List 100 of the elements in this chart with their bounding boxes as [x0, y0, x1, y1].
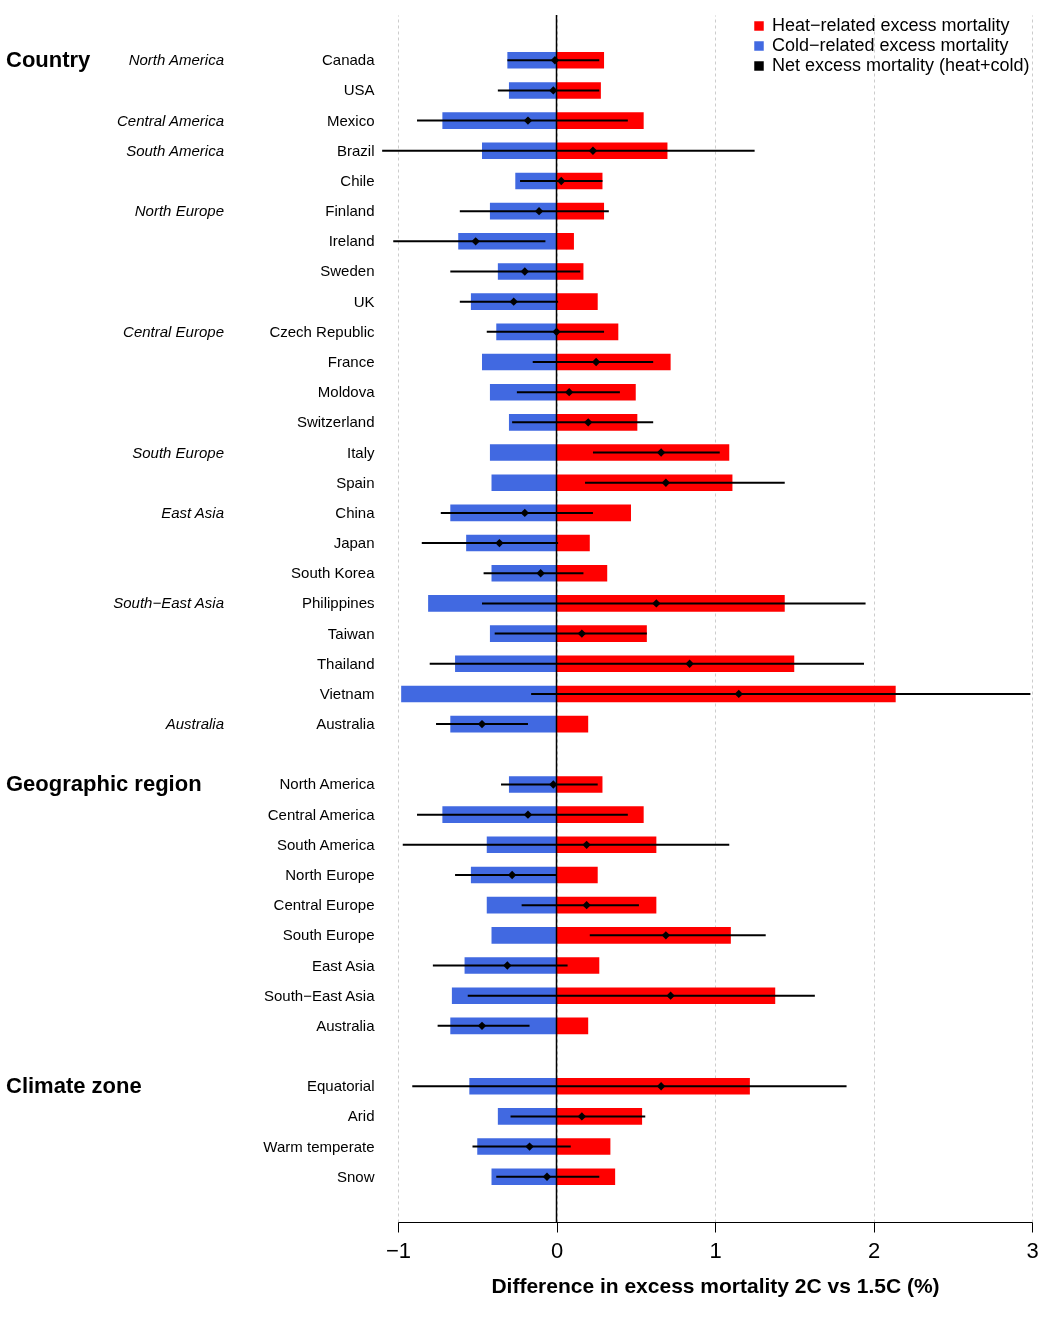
point	[523, 810, 533, 819]
y-tick-label: Chile	[340, 171, 375, 189]
y2-tick-label: South America	[126, 141, 224, 159]
point	[552, 327, 561, 337]
y-tick-label: Taiwan	[327, 624, 375, 642]
y-tick-label: Finland	[325, 202, 375, 220]
bar	[556, 112, 644, 129]
bar	[556, 444, 730, 461]
y-tick-label: Australia	[316, 1016, 376, 1034]
bar	[556, 1138, 611, 1155]
bar	[556, 715, 589, 733]
text: Geographic region	[6, 771, 202, 797]
y-tick-label: USA	[343, 81, 375, 99]
y-tick-label: South Europe	[282, 926, 375, 944]
bar	[556, 233, 574, 250]
y-tick-label: France	[327, 353, 375, 371]
bar	[428, 595, 557, 612]
y-tick-label: Philippines	[301, 594, 375, 612]
bar	[491, 474, 557, 492]
y-tick-label: Switzerland	[296, 413, 375, 431]
y-tick-label: Central Europe	[273, 896, 375, 914]
legend-label: Cold−related excess mortality	[772, 35, 1009, 55]
bar	[556, 1017, 589, 1035]
point	[542, 1172, 552, 1181]
bar	[556, 564, 608, 582]
y-tick-label: Mexico	[326, 111, 375, 129]
point	[685, 659, 694, 668]
point	[495, 538, 504, 548]
point	[661, 478, 671, 487]
point	[471, 237, 480, 246]
x-axis-title: Difference in excess mortality 2C vs 1.5C (%)	[491, 1273, 940, 1297]
y-tick-label: Vietnam	[319, 684, 375, 702]
y2-tick-label: South Europe	[132, 443, 224, 461]
y-tick-label: Ireland	[328, 232, 375, 250]
bar	[489, 444, 557, 461]
y-tick-label: China	[335, 503, 376, 521]
point	[582, 840, 591, 849]
y-tick-label: Snow	[336, 1167, 375, 1185]
point	[550, 56, 560, 65]
point	[523, 116, 533, 125]
point	[525, 1142, 534, 1151]
y-tick-label: North Europe	[285, 865, 375, 883]
point	[520, 508, 529, 518]
y2-tick-label: South−East Asia	[113, 594, 224, 612]
point	[520, 267, 529, 276]
y-tick-label: Brazil	[336, 141, 375, 159]
y-tick-label: Moldova	[317, 383, 376, 401]
y-tick-label: Arid	[347, 1107, 375, 1125]
point	[477, 1021, 487, 1031]
point	[666, 991, 675, 1000]
point	[557, 176, 566, 186]
point	[584, 418, 593, 427]
legend-label: Net excess mortality (heat+cold)	[772, 55, 1030, 75]
y-tick-label: South−East Asia	[264, 986, 376, 1004]
point	[509, 297, 518, 306]
point	[577, 629, 587, 638]
y-tick-label: Australia	[316, 715, 376, 733]
point	[588, 146, 598, 155]
text: Climate zone	[6, 1073, 142, 1099]
y-tick-label: Thailand	[316, 654, 375, 672]
point	[656, 1082, 666, 1091]
bar	[450, 1017, 557, 1035]
point	[536, 569, 545, 578]
y-tick-label: Italy	[346, 443, 375, 461]
point	[565, 388, 574, 397]
bar	[486, 896, 557, 914]
x-tick-label: 0	[550, 1237, 564, 1263]
point	[582, 900, 591, 910]
x-tick-label: 3	[1026, 1237, 1039, 1263]
bar	[451, 987, 557, 1004]
bar	[497, 1108, 557, 1125]
bar	[556, 957, 600, 974]
y-tick-label: East Asia	[311, 956, 376, 974]
y2-tick-label: Central Europe	[123, 322, 224, 340]
y-tick-label: UK	[353, 292, 375, 310]
bar	[556, 293, 598, 310]
point	[734, 689, 743, 699]
point	[656, 448, 666, 457]
y-tick-label: Canada	[321, 51, 376, 69]
point	[534, 206, 544, 216]
legend-label: Heat−related excess mortality	[772, 15, 1010, 35]
y2-tick-label: Central America	[117, 111, 224, 129]
y-tick-label: Warm temperate	[263, 1137, 375, 1155]
bar	[491, 927, 557, 944]
y-tick-label: Spain	[336, 473, 375, 491]
bar	[556, 534, 590, 552]
y-tick-label: Equatorial	[306, 1077, 375, 1095]
point	[577, 1112, 587, 1121]
point	[503, 961, 512, 970]
x-tick-label: 2	[867, 1237, 881, 1263]
bar	[556, 1168, 616, 1186]
bar	[556, 927, 731, 944]
y-tick-label: North America	[279, 775, 376, 793]
y-tick-label: Czech Republic	[269, 322, 375, 340]
bar	[556, 504, 631, 522]
y-tick-label: South Korea	[291, 564, 376, 582]
bar	[556, 806, 644, 823]
bar	[482, 353, 557, 371]
bar	[556, 866, 598, 884]
bar	[450, 715, 557, 733]
